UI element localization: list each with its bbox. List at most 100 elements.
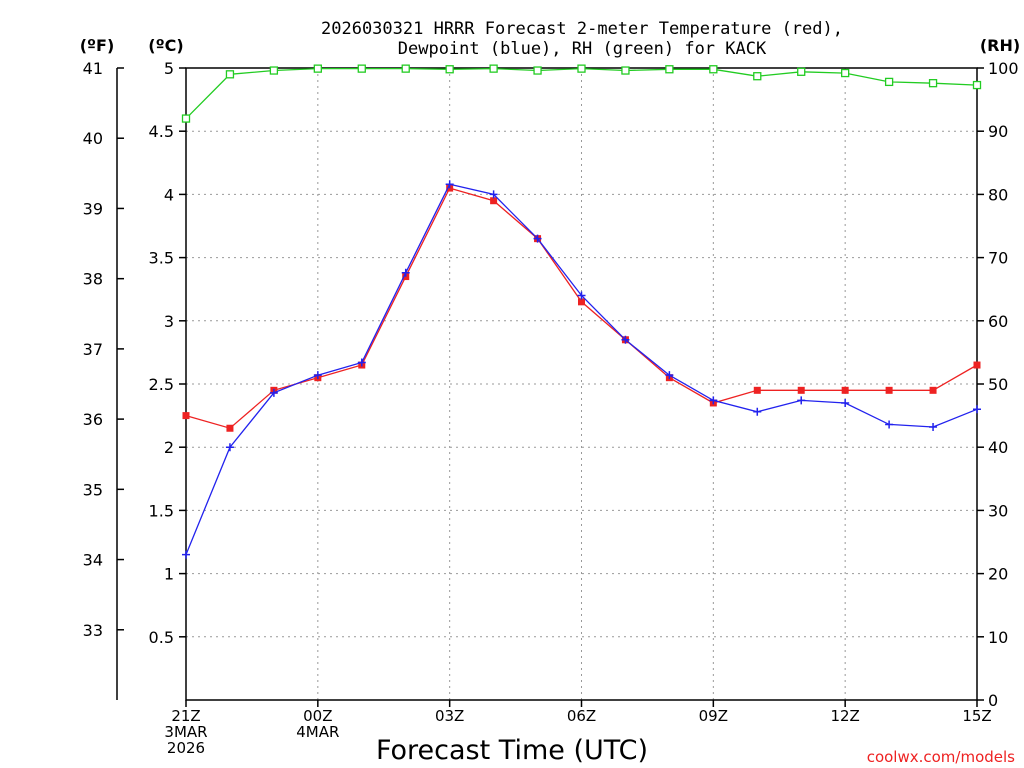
temperature-point [797,386,805,394]
y-tick-label-celsius: 3 [164,312,174,331]
rh-unit-label: (RH) [980,36,1020,55]
rh-point [401,64,410,73]
y-tick-label-celsius: 0.5 [149,628,174,647]
y-tick-label-celsius: 1 [164,565,174,584]
rh-point [841,68,850,78]
rh-point [709,65,718,74]
temperature-point [885,386,893,394]
x-axis-label: Forecast Time (UTC) [376,735,648,766]
dewpoint-point [225,443,234,452]
x-tick-label: 15Z [962,707,991,725]
y-tick-label-rh: 0 [988,691,998,710]
dewpoint-point [182,550,190,559]
y-tick-label-fahrenheit: 39 [83,199,103,218]
rh-point [884,77,894,87]
y-tick-label-fahrenheit: 33 [83,621,103,640]
temperature-point [578,298,585,306]
rh-series [181,64,982,123]
dewpoint-point [357,358,366,367]
y-tick-label-rh: 30 [988,501,1008,520]
y-tick-label-rh: 20 [988,565,1008,584]
temperature-point [929,386,937,394]
dewpoint-point [753,407,762,416]
x-tick-label: 4MAR [296,723,339,741]
rh-point [577,64,586,73]
dewpoint-point [973,405,981,414]
dewpoint-point [489,190,498,199]
y-tick-label-rh: 50 [988,375,1008,394]
x-tick-label: 2026 [167,739,205,757]
temperature-point [973,361,981,369]
dewpoint-point [709,396,718,405]
dewpoint-point [313,371,322,380]
rh-point [533,66,542,75]
rh-point [665,65,674,74]
rh-point [269,66,279,75]
dewpoint-point [269,388,278,397]
rh-point [928,79,938,88]
rh-point [972,80,982,90]
y-tick-label-fahrenheit: 35 [83,480,103,499]
rh-point [489,64,498,73]
rh-point [357,64,366,73]
dewpoint-point [885,420,894,429]
y-tick-label-celsius: 4.5 [149,122,174,141]
rh-point [181,114,191,123]
dewpoint-point [533,234,542,243]
x-tick-label: 09Z [699,707,728,725]
temperature-point [753,386,761,394]
credit-label: coolwx.com/models [867,748,1015,766]
series [181,64,982,559]
y-tick-label-fahrenheit: 36 [83,410,103,429]
chart-title-line2: Dewpoint (blue), RH (green) for KACK [398,39,767,59]
y-tick-label-fahrenheit: 38 [83,270,103,289]
dewpoint-point [841,398,850,407]
axes: 0.5 1 1.5 2 2.5 3 3.5 4 4.5 5 33 34 35 36 37 38 39 40 41 0 1… [83,59,1019,710]
y-tick-label-celsius: 2.5 [149,375,174,394]
y-tick-label-rh: 10 [988,628,1008,647]
y-tick-label-fahrenheit: 37 [83,340,103,359]
celsius-unit-label: (ºC) [148,36,183,55]
y-tick-label-celsius: 2 [164,438,174,457]
y-tick-label-fahrenheit: 40 [83,129,103,148]
y-tick-label-celsius: 4 [164,185,174,204]
rh-point [797,67,806,76]
x-tick-label: 06Z [567,707,596,725]
dewpoint-point [665,371,674,380]
x-tick-label: 12Z [830,707,859,725]
rh-point [753,72,762,81]
y-tick-label-rh: 90 [988,122,1008,141]
temperature-point [226,424,234,432]
x-tick-label: 03Z [435,707,464,725]
rh-point [621,66,630,75]
grid-lines [186,68,977,700]
y-tick-label-rh: 40 [988,438,1008,457]
fahrenheit-unit-label: (ºF) [80,36,115,55]
temperature-point [841,386,849,394]
rh-point [313,64,322,73]
y-tick-label-fahrenheit: 34 [83,551,103,570]
y-tick-label-celsius: 3.5 [149,249,174,268]
rh-point [445,65,454,74]
dewpoint-point [445,180,454,189]
y-tick-label-rh: 70 [988,249,1008,268]
temperature-point [182,412,190,420]
rh-point [225,70,235,79]
temperature-point [490,197,498,205]
chart-title-line1: 2026030321 HRRR Forecast 2-meter Tempera… [321,19,843,39]
y-tick-label-rh: 100 [988,59,1019,78]
y-tick-label-rh: 60 [988,312,1008,331]
x-tick-label: 3MAR [164,723,207,741]
dewpoint-series [182,180,981,559]
dewpoint-point [621,335,630,344]
x-tick-label: 21Z [171,707,200,725]
y-tick-label-celsius: 5 [164,59,174,78]
dewpoint-point [401,268,410,277]
dewpoint-point [797,396,806,405]
dewpoint-point [577,291,586,300]
y-tick-label-fahrenheit: 41 [83,59,103,78]
y-tick-label-celsius: 1.5 [149,501,174,520]
dewpoint-point [929,422,938,431]
